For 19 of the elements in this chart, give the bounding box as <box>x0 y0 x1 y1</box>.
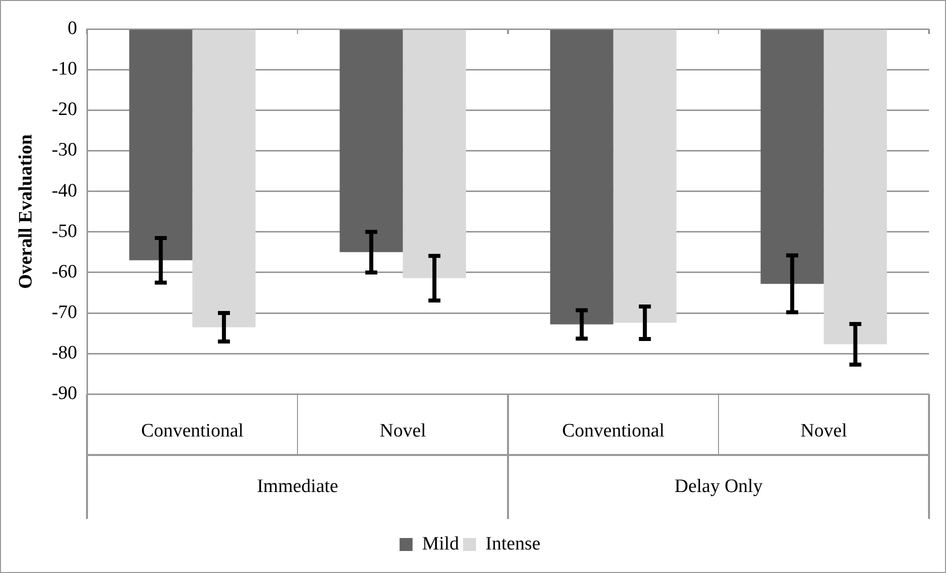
y-axis-title: Overall Evaluation <box>15 134 36 289</box>
y-tick-label: -50 <box>52 220 78 242</box>
x-tick-label: Novel <box>380 420 426 442</box>
y-tick-label: -80 <box>52 342 78 364</box>
legend-label: Intense <box>486 533 540 554</box>
y-tick-label: -70 <box>52 302 78 324</box>
x-tick-label: Novel <box>800 420 847 442</box>
text: Immediate <box>256 476 338 498</box>
x-tick-label: Conventional <box>141 420 244 442</box>
x-tick-label: Conventional <box>562 420 664 442</box>
text: Delay Only <box>674 476 764 498</box>
legend-label: Mild <box>422 533 460 554</box>
y-tick-label: 0 <box>68 18 78 39</box>
y-tick-label: -10 <box>52 58 78 80</box>
y-tick-label: -20 <box>52 99 78 120</box>
y-tick-label: -90 <box>52 383 78 404</box>
y-tick-label: -60 <box>52 261 78 282</box>
y-tick-label: -30 <box>52 140 78 161</box>
y-tick-label: -40 <box>52 180 78 202</box>
